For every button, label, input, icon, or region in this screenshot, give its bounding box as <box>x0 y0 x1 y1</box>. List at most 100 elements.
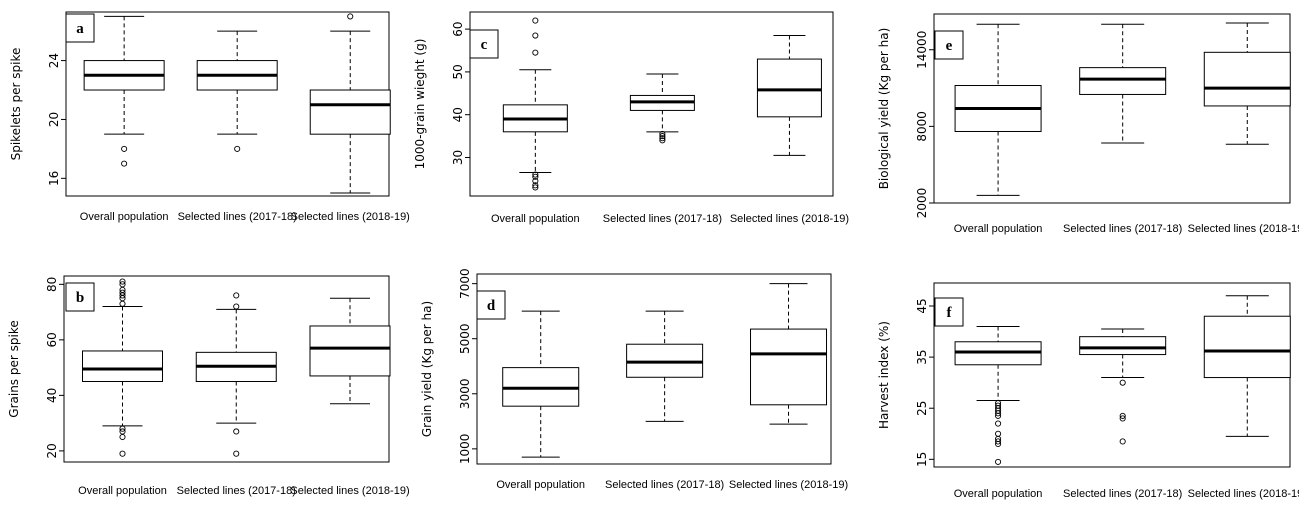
outlier-point <box>659 137 666 144</box>
panel-label-box <box>65 282 95 312</box>
outlier-point <box>119 425 126 432</box>
outlier-point <box>1119 412 1126 419</box>
iqr-box <box>1079 67 1167 95</box>
y-tick-label: 1000 <box>458 434 472 465</box>
outlier-point <box>995 412 1002 419</box>
outlier-point <box>532 171 539 178</box>
plot-frame <box>933 13 1291 204</box>
outlier-point <box>532 182 539 189</box>
y-tick-label: 40 <box>451 107 465 122</box>
category-label: Selected lines (2018-19) <box>730 213 849 225</box>
outlier-point <box>233 292 240 299</box>
category-label: Selected lines (2018-19) <box>1188 223 1299 235</box>
outlier-point <box>532 49 539 56</box>
panel-label-box <box>934 297 964 327</box>
box-1: Overall population <box>80 15 169 223</box>
panel-label: b <box>76 290 84 306</box>
outlier-point <box>233 428 240 435</box>
y-axis-label: 1000-grain wieght (g) <box>413 39 427 170</box>
box-3: Selected lines (2018-19) <box>291 13 410 223</box>
y-tick-label: 3000 <box>458 379 472 410</box>
outlier-point <box>995 440 1002 448</box>
box-2: Selected lines (2017-18) <box>177 292 296 497</box>
y-tick-label: 30 <box>451 150 465 165</box>
box-1: Overall population <box>78 278 167 497</box>
y-tick-label: 16 <box>47 171 61 186</box>
category-label: Selected lines (2018-19) <box>729 479 848 491</box>
box-3: Selected lines (2018-19) <box>1188 295 1299 500</box>
boxplot-panel-d: 1000 3000 5000 7000 Grain yield (Kg per ha) d… <box>420 268 848 491</box>
plot-frame <box>469 11 834 197</box>
outlier-point <box>532 184 539 191</box>
y-axis-label: Biological yield (Kg per ha) <box>877 28 891 190</box>
outlier-point <box>121 160 128 167</box>
y-tick-label: 35 <box>915 349 929 364</box>
outlier-point <box>995 420 1002 427</box>
boxplot-panel-c: 30 40 50 60 1000-grain wieght (g) c Overall po… <box>413 11 849 225</box>
y-tick-label: 45 <box>915 298 929 313</box>
y-axis-label: Grain yield (Kg per ha) <box>420 301 434 437</box>
category-label: Selected lines (2018-19) <box>1188 488 1299 500</box>
outlier-point <box>1119 415 1126 422</box>
box-1: Overall population <box>954 325 1043 500</box>
y-tick-label: 24 <box>47 53 61 68</box>
y-tick-label: 15 <box>915 452 929 467</box>
panel-label-box <box>65 13 95 43</box>
y-tick-label: 20 <box>47 112 61 127</box>
iqr-box <box>756 58 822 118</box>
box-2: Selected lines (2017-18) <box>605 310 724 491</box>
outlier-point <box>233 450 240 457</box>
plot-frame <box>476 273 832 465</box>
outlier-point <box>995 458 1002 465</box>
outlier-point <box>995 438 1002 445</box>
outlier-point <box>532 177 539 185</box>
outlier-point <box>234 145 241 152</box>
panel-label: d <box>487 298 496 314</box>
category-label: Overall population <box>954 488 1043 500</box>
y-tick-label: 60 <box>45 332 59 347</box>
y-tick-label: 25 <box>915 401 929 416</box>
category-label: Overall population <box>491 213 580 225</box>
outlier-point <box>532 173 539 180</box>
panel-label-box <box>476 290 506 320</box>
y-axis-label: Harvest index (%) <box>877 321 891 429</box>
iqr-box <box>1079 336 1167 356</box>
category-label: Selected lines (2017-18) <box>1063 223 1182 235</box>
iqr-box <box>1203 51 1291 107</box>
panel-label-box <box>934 30 964 60</box>
y-tick-label: 80 <box>45 277 59 292</box>
outlier-point <box>119 300 126 307</box>
outlier-point <box>532 17 539 24</box>
y-tick-label: 50 <box>451 64 465 79</box>
outlier-point <box>121 145 128 152</box>
category-label: Selected lines (2017-18) <box>177 485 296 497</box>
outlier-point <box>347 13 354 20</box>
outlier-point <box>659 135 666 142</box>
box-1: Overall population <box>954 23 1042 235</box>
outlier-point <box>995 410 1002 417</box>
y-tick-label: 8000 <box>915 111 929 142</box>
boxplot-panel-e: 2000 8000 14000 Biological yield (Kg per ha… <box>877 13 1299 235</box>
boxplot-panel-a: 16 20 24 Spikelets per spike a Overall popula… <box>9 11 410 223</box>
outlier-point <box>995 430 1002 437</box>
category-label: Selected lines (2017-18) <box>178 211 297 223</box>
category-label: Overall population <box>496 479 585 491</box>
category-label: Selected lines (2017-18) <box>1063 488 1182 500</box>
box-2: Selected lines (2017-18) <box>1063 23 1182 235</box>
box-1: Overall population <box>496 310 585 491</box>
category-label: Selected lines (2018-19) <box>290 485 409 497</box>
y-tick-label: 60 <box>451 21 465 36</box>
box-3: Selected lines (2018-19) <box>730 35 849 225</box>
y-tick-label: 5000 <box>458 323 472 354</box>
outlier-point <box>119 281 126 288</box>
outlier-point <box>119 450 126 457</box>
iqr-box <box>309 325 391 377</box>
box-3: Selected lines (2018-19) <box>290 297 410 497</box>
box-2: Selected lines (2017-18) <box>1063 328 1182 500</box>
iqr-box <box>309 89 391 135</box>
boxplot-panel-b: 20 40 60 80 Grains per spike b Overall populat… <box>7 275 410 497</box>
y-tick-label: 20 <box>45 443 59 458</box>
box-2: Selected lines (2017-18) <box>178 30 297 223</box>
y-tick-label: 14000 <box>915 31 929 69</box>
category-label: Overall population <box>80 211 169 223</box>
